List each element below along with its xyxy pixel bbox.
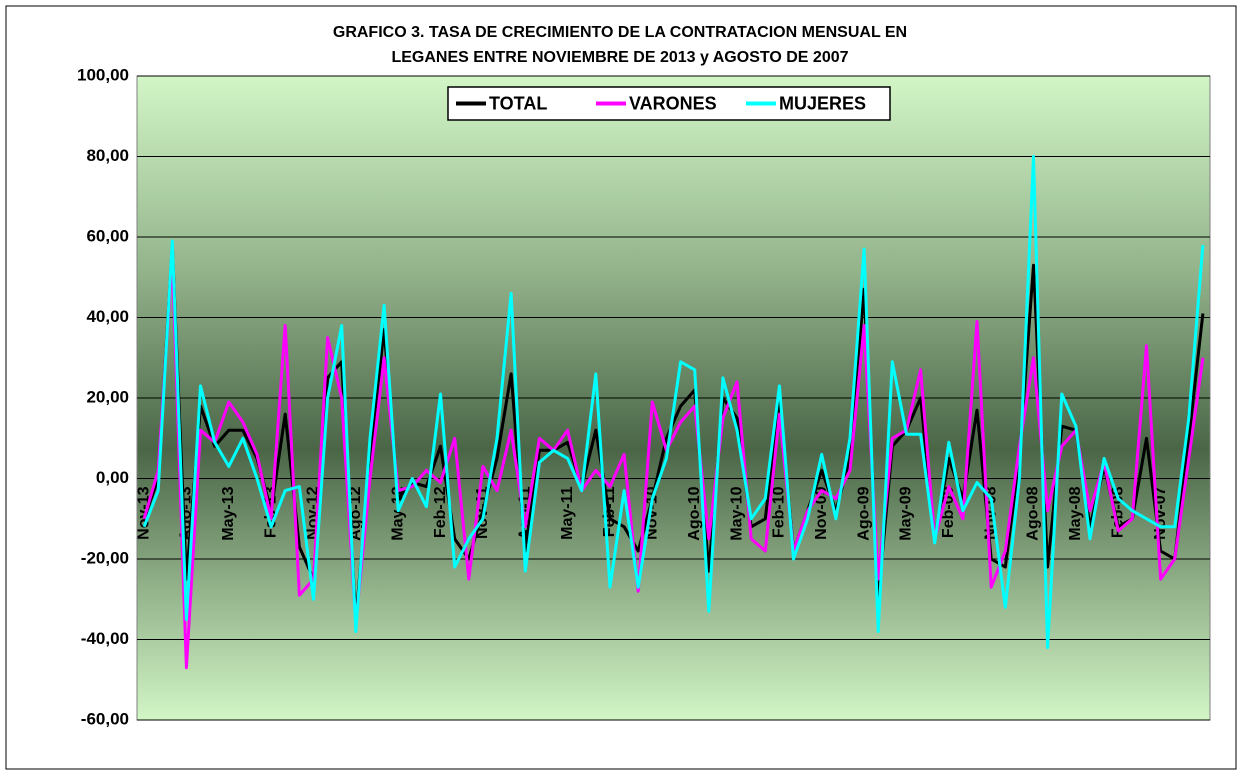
chart-title: LEGANES ENTRE NOVIEMBRE DE 2013 y AGOSTO… [391,49,848,66]
x-tick-label: May-13 [220,486,237,540]
x-tick-label: May-11 [559,486,576,539]
y-tick-label: -20,00 [81,548,129,567]
y-tick-label: 20,00 [86,387,129,406]
y-tick-label: 40,00 [86,307,129,326]
legend-box [447,86,891,121]
x-tick-label: Feb-12 [432,486,449,538]
x-tick-label: May-10 [728,486,745,540]
x-tick-label: May-09 [898,486,915,540]
x-tick-label: Ago-08 [1025,486,1042,540]
legend-label: TOTAL [489,93,547,113]
legend-label: VARONES [629,93,717,113]
x-tick-label: Feb-10 [771,486,788,538]
x-tick-label: Nov-13 [135,486,152,539]
x-tick-label: Ago-10 [686,486,703,540]
y-tick-label: -60,00 [81,709,129,728]
x-tick-label: Ago-09 [855,486,872,540]
y-tick-label: 80,00 [86,146,129,165]
series-line [142,155,1205,649]
x-tick-label: May-08 [1067,486,1084,540]
y-tick-label: 0,00 [96,468,129,487]
legend-label: MUJERES [779,93,866,113]
y-tick-label: 100,00 [77,65,129,84]
series-line [142,255,1205,670]
y-tick-label: -40,00 [81,629,129,648]
chart-title: GRAFICO 3. TASA DE CRECIMIENTO DE LA CON… [333,24,907,41]
x-tick-label: Nov-09 [813,486,830,539]
y-tick-label: 60,00 [86,226,129,245]
legend: TOTAL VARONES MUJERES [447,86,891,121]
